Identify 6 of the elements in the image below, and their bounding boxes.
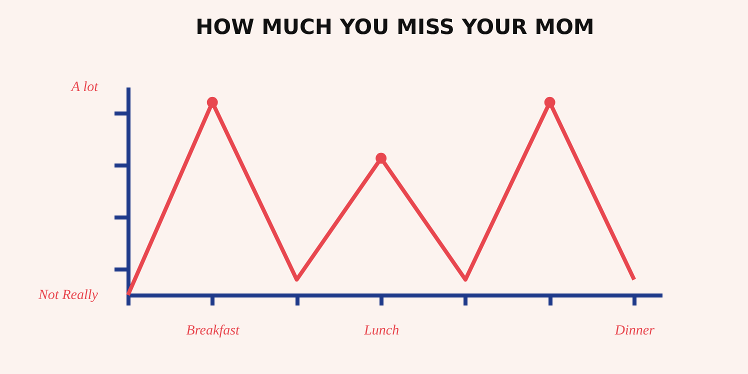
x-tick-label: Dinner xyxy=(614,324,656,338)
x-tick-label: Breakfast xyxy=(186,324,241,338)
x-tick-label: Lunch xyxy=(363,324,400,338)
text: A lot xyxy=(70,80,100,95)
chart-title: HOW MUCH YOU MISS YOUR MOM xyxy=(196,15,594,39)
text: Not Really xyxy=(38,288,99,303)
